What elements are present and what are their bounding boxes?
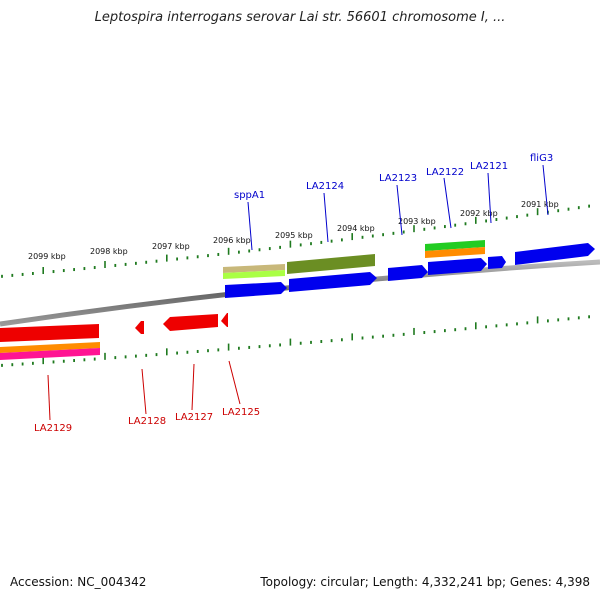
gene-feature-LA2129-pink bbox=[0, 348, 100, 360]
topology-summary: Topology: circular; Length: 4,332,241 bp… bbox=[260, 575, 590, 589]
scale-label-2092: 2092 kbp bbox=[460, 209, 498, 218]
gene-label-sppA1[interactable]: sppA1 bbox=[234, 190, 265, 201]
leader-LA2123 bbox=[396, 184, 403, 236]
leader-LA2124 bbox=[323, 192, 329, 243]
leader-LA2128 bbox=[141, 368, 147, 415]
leader-LA2129 bbox=[47, 374, 51, 421]
leader-LA2122 bbox=[443, 177, 452, 229]
gene-label-LA2128[interactable]: LA2128 bbox=[128, 416, 166, 427]
gene-label-LA2123[interactable]: LA2123 bbox=[379, 173, 417, 184]
gene-label-LA2127[interactable]: LA2127 bbox=[175, 412, 213, 423]
leader-sppA1 bbox=[247, 201, 253, 251]
gene-feature-LA2121-cds[interactable] bbox=[488, 256, 506, 269]
accession-label: Accession: NC_004342 bbox=[10, 575, 147, 589]
gene-label-LA2125[interactable]: LA2125 bbox=[222, 407, 260, 418]
scale-label-2095: 2095 kbp bbox=[275, 231, 313, 240]
gene-feature-LA2122-orange bbox=[425, 247, 485, 258]
leader-LA2121 bbox=[487, 172, 492, 224]
scale-label-2096: 2096 kbp bbox=[213, 236, 251, 245]
gene-feature-LA2129-cds[interactable] bbox=[0, 324, 99, 342]
map-title: Leptospira interrogans serovar Lai str. … bbox=[94, 10, 506, 25]
gene-feature-LA2124-olive bbox=[287, 254, 375, 274]
scale-label-2093: 2093 kbp bbox=[398, 217, 436, 226]
scale-label-2099: 2099 kbp bbox=[28, 252, 66, 261]
gene-label-LA2121[interactable]: LA2121 bbox=[470, 161, 508, 172]
gene-feature-sppA1-lime bbox=[223, 270, 285, 279]
gene-feature-fliG3-cds[interactable] bbox=[515, 243, 595, 265]
gene-feature-LA2127-cds[interactable] bbox=[163, 314, 218, 331]
scale-label-2091: 2091 kbp bbox=[521, 200, 559, 209]
gene-feature-LA2122-green bbox=[425, 240, 485, 251]
leader-LA2127 bbox=[191, 363, 195, 411]
scale-label-2094: 2094 kbp bbox=[337, 224, 375, 233]
gene-label-fliG3[interactable]: fliG3 bbox=[530, 153, 553, 164]
upper-scale-ticks bbox=[1, 204, 590, 278]
gene-label-LA2122[interactable]: LA2122 bbox=[426, 167, 464, 178]
gene-feature-LA2124-cds[interactable] bbox=[289, 272, 377, 292]
gene-feature-LA2128-cds[interactable] bbox=[135, 321, 144, 334]
leader-LA2125 bbox=[228, 360, 241, 405]
scale-label-2097: 2097 kbp bbox=[152, 242, 190, 251]
gene-label-LA2129[interactable]: LA2129 bbox=[34, 423, 72, 434]
leader-fliG3 bbox=[542, 164, 549, 216]
gene-feature-sppA1-cds[interactable] bbox=[225, 282, 287, 298]
scale-label-2098: 2098 kbp bbox=[90, 247, 128, 256]
gene-feature-LA2125-cds[interactable] bbox=[221, 313, 228, 327]
gene-feature-LA2122-cds[interactable] bbox=[428, 258, 487, 275]
gene-feature-LA2129-orange bbox=[0, 342, 100, 353]
gene-feature-LA2123-cds[interactable] bbox=[388, 265, 428, 281]
gene-label-LA2124[interactable]: LA2124 bbox=[306, 181, 344, 192]
lower-scale-ticks bbox=[1, 315, 590, 367]
